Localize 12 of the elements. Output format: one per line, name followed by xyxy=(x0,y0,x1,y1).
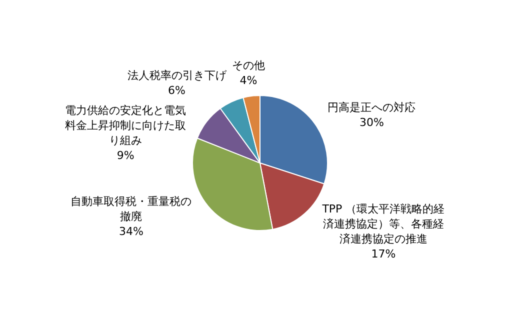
slice-label: TPP （環太平洋戦略的経済連携協定）等、各種経済連携協定の推進 xyxy=(321,202,445,246)
data-label: 9% xyxy=(116,149,134,162)
slice-label: 法人税率の引き下げ xyxy=(127,68,228,82)
data-label: 30% xyxy=(359,116,384,129)
slice-label: 電力供給の安定化と電気料金上昇抑制に向けた取り組み xyxy=(65,104,186,148)
data-label: 34% xyxy=(118,224,144,238)
data-label: 4% xyxy=(240,74,258,87)
data-label: 6% xyxy=(168,84,186,97)
slice-label: その他 xyxy=(232,58,265,72)
slice-label: 円高是正への対応 xyxy=(328,100,416,114)
slice-label: 自動車取得税・重量税の撤廃 xyxy=(70,194,192,223)
data-label: 17% xyxy=(371,248,396,261)
